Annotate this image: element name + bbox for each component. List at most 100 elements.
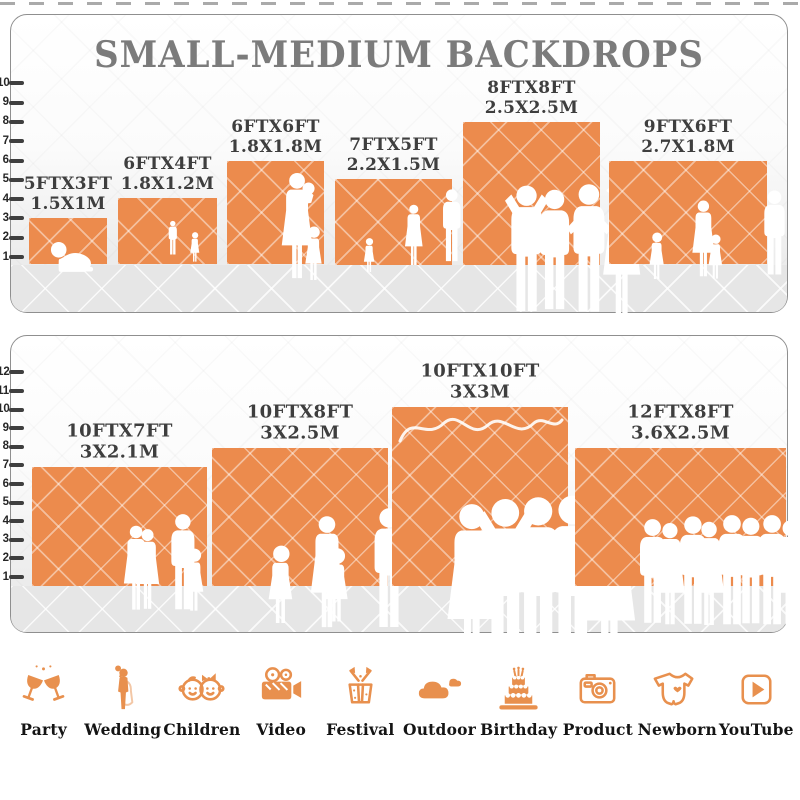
category-product: Product	[558, 662, 637, 739]
size-m-label: 1.8X1.8M	[228, 136, 323, 157]
ruler-number: 2	[2, 551, 9, 564]
ruler-number: 6	[2, 477, 9, 490]
silhouette-figures	[29, 218, 107, 264]
category-label: Outdoor	[403, 720, 477, 739]
backdrop-size-label: 9FTX6FT 2.7X1.8M	[641, 117, 735, 157]
size-m-label: 1.8X1.2M	[120, 173, 215, 194]
ruler-tick	[9, 537, 24, 542]
ruler-tick	[9, 197, 24, 202]
children-icon	[178, 673, 226, 701]
backdrop-10ftx10ft	[392, 407, 568, 586]
ruler-tick	[9, 426, 24, 431]
panel-small-backdrops: SMALL-MEDIUM BACKDROPS 1 2 3 4 5 6 7 8 9 10 5FTX3…	[0, 14, 788, 313]
size-ft-label: 10FTX10FT	[420, 360, 540, 382]
ruler-number: 7	[2, 458, 9, 471]
ruler-tick	[9, 177, 24, 182]
size-m-label: 2.5X2.5M	[484, 97, 579, 118]
watermark-script	[398, 417, 564, 443]
category-label: Festival	[326, 720, 395, 739]
size-ft-label: 9FTX6FT	[643, 116, 733, 137]
ruler-number: 8	[2, 440, 9, 453]
category-label: Birthday	[480, 720, 558, 739]
silhouette-figures	[398, 417, 568, 586]
silhouette-figures	[609, 161, 767, 264]
size-m-label: 1.5X1M	[30, 193, 106, 214]
party-icon	[22, 665, 65, 701]
backdrop-size-label: 7FTX5FT 2.2X1.5M	[347, 135, 441, 175]
ruler-number: 7	[2, 134, 9, 147]
backdrop-7ftx5ft	[335, 179, 452, 265]
silhouette-figures	[227, 161, 324, 264]
ruler-number: 10	[0, 403, 10, 416]
size-m-label: 2.2X1.5M	[346, 154, 441, 175]
backdrop-size-label: 6FTX4FT 1.8X1.2M	[121, 154, 215, 194]
ruler-tick	[9, 216, 24, 221]
size-ft-label: 5FTX3FT	[23, 173, 113, 194]
ruler-tick	[9, 519, 24, 524]
backdrop-5ftx3ft	[29, 218, 107, 264]
backdrop-8ftx8ft	[463, 122, 600, 265]
silhouette-figures	[575, 448, 786, 586]
product-camera-icon	[579, 673, 616, 704]
size-ft-label: 6FTX4FT	[123, 153, 212, 174]
backdrop-size-label: 10FTX10FT 3X3M	[420, 361, 539, 403]
category-row: Party Wedding Children	[4, 662, 796, 739]
ruler-number: 10	[0, 76, 10, 89]
category-video: Video	[242, 662, 321, 739]
category-newborn: Newborn	[638, 662, 717, 739]
ruler-number: 11	[0, 384, 10, 397]
ruler-tick	[9, 119, 24, 124]
size-ft-label: 10FTX8FT	[246, 401, 354, 423]
newborn-onesie-icon	[653, 672, 694, 706]
size-ft-label: 6FTX6FT	[231, 116, 320, 137]
category-label: Party	[20, 720, 67, 739]
backdrop-size-label: 10FTX7FT 3X2.1M	[66, 421, 172, 463]
video-camera-icon	[261, 667, 301, 700]
category-label: Newborn	[637, 720, 717, 739]
category-children: Children	[162, 662, 241, 739]
ruler-number: 5	[2, 173, 9, 186]
backdrop-10ftx8ft	[212, 448, 388, 586]
silhouette-figures	[32, 467, 207, 586]
size-m-label: 3X2.5M	[260, 422, 340, 444]
ruler-number: 2	[2, 231, 9, 244]
category-label: YouTube	[718, 720, 794, 739]
size-ft-label: 7FTX5FT	[349, 134, 438, 155]
ruler-number: 3	[2, 211, 9, 224]
ruler-tick	[9, 158, 24, 163]
size-ft-label: 8FTX8FT	[487, 77, 576, 98]
ruler-number: 3	[2, 533, 9, 546]
backdrop-size-label: 8FTX8FT 2.5X2.5M	[485, 78, 579, 118]
silhouette-figures	[463, 122, 600, 265]
floor-area	[11, 265, 787, 312]
festival-gift-icon	[348, 666, 373, 704]
category-birthday: Birthday	[479, 662, 558, 739]
backdrop-size-label: 5FTX3FT 1.5X1M	[24, 174, 112, 214]
silhouette-figures	[212, 448, 388, 586]
backdrop-12ftx8ft	[575, 448, 786, 586]
size-m-label: 2.7X1.8M	[641, 136, 735, 157]
ruler-tick	[9, 556, 24, 561]
category-youtube: YouTube	[717, 662, 796, 739]
ruler-number: 5	[2, 496, 9, 509]
size-m-label: 3.6X2.5M	[631, 422, 730, 444]
page-title: SMALL-MEDIUM BACKDROPS	[94, 33, 704, 77]
ruler-tick	[9, 139, 24, 144]
ruler-number: 8	[2, 115, 9, 128]
category-wedding: Wedding	[83, 662, 162, 739]
backdrop-6ftx6ft	[227, 161, 324, 264]
category-label: Wedding	[84, 720, 162, 739]
silhouette-figures	[118, 198, 217, 264]
ruler-number: 12	[0, 365, 10, 378]
backdrop-size-label: 12FTX8FT 3.6X2.5M	[627, 402, 733, 444]
ruler-number: 1	[2, 570, 9, 583]
backdrop-6ftx4ft	[118, 198, 217, 264]
youtube-icon	[741, 674, 772, 705]
category-label: Children	[163, 720, 241, 739]
top-edge-tick-marks	[0, 2, 800, 5]
ruler-tick	[9, 500, 24, 505]
ruler-tick	[9, 81, 24, 86]
wedding-icon	[115, 665, 134, 710]
outdoor-cloud-icon	[418, 678, 462, 699]
ruler-tick	[9, 463, 24, 468]
